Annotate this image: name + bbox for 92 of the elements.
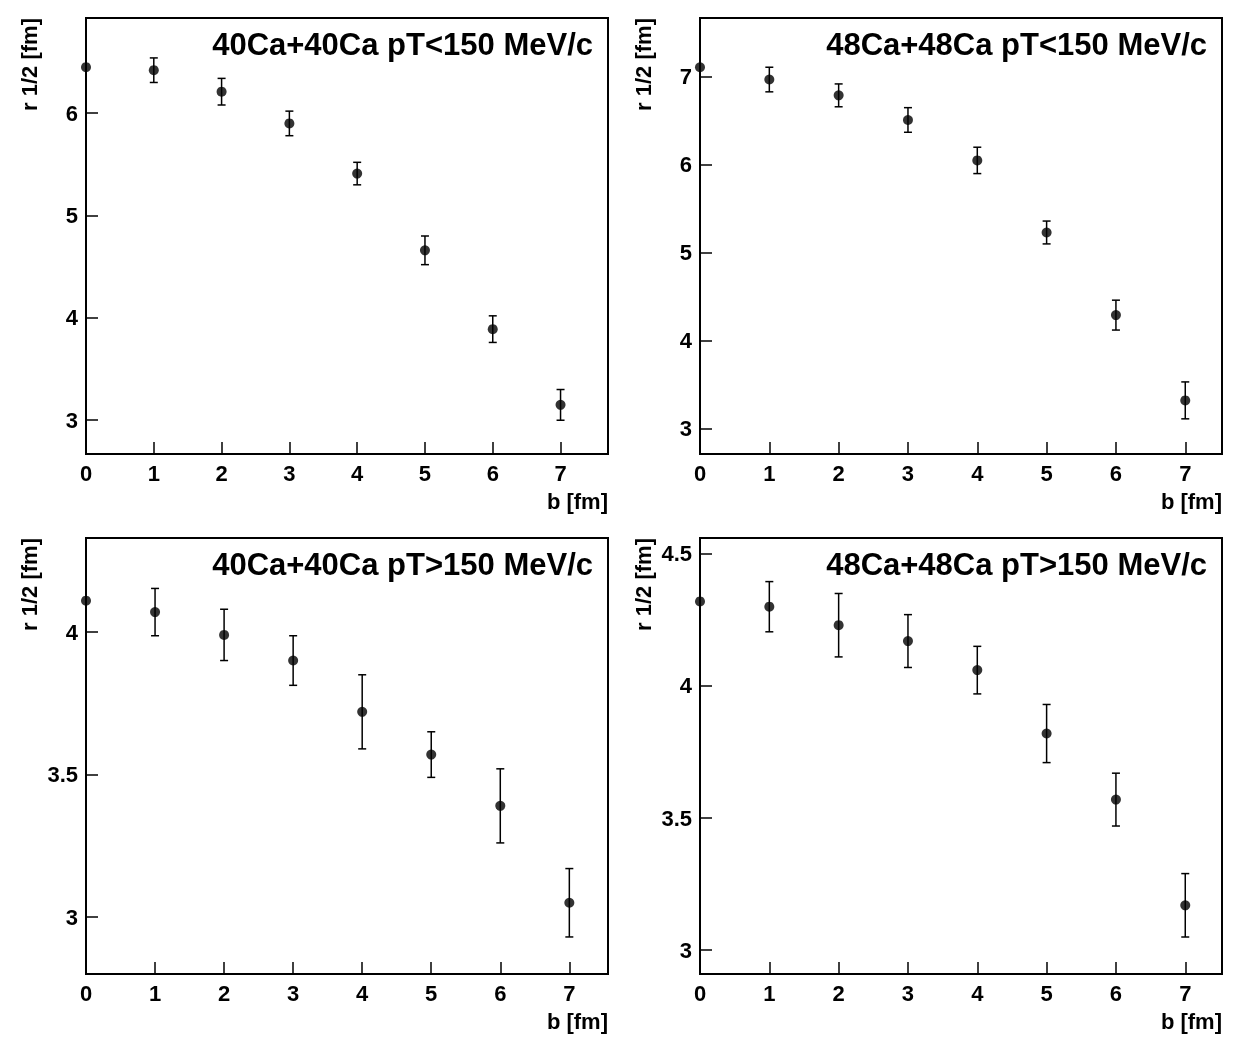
point xyxy=(764,74,775,85)
point xyxy=(833,620,844,631)
x-tick-label: 0 xyxy=(693,980,707,1006)
point xyxy=(902,114,913,125)
point xyxy=(1110,310,1121,321)
x-tick-label: 3 xyxy=(283,460,296,486)
y-tick-label: 3.5 xyxy=(661,805,692,831)
x-tick-label: 5 xyxy=(1040,980,1053,1006)
x-tick-label: 0 xyxy=(693,460,707,486)
x-tick-label: 3 xyxy=(287,980,300,1006)
x-tick-label: 6 xyxy=(494,980,507,1006)
x-tick-label: 5 xyxy=(1040,460,1053,486)
x-axis-title: b [fm] xyxy=(546,488,608,514)
x-axis-title: b [fm] xyxy=(1160,488,1222,514)
x-tick-label: 7 xyxy=(554,460,567,486)
x-tick-label: 2 xyxy=(832,980,845,1006)
y-tick-label: 4 xyxy=(65,619,79,645)
y-tick-label: 3 xyxy=(65,904,78,930)
point xyxy=(148,65,159,76)
x-tick-label: 0 xyxy=(79,460,93,486)
x-tick-label: 3 xyxy=(901,460,915,486)
point xyxy=(216,86,227,97)
point xyxy=(972,155,983,166)
point xyxy=(81,595,91,606)
chart-title: 40Ca+40Ca pT<150 MeV/c xyxy=(212,27,593,62)
x-tick-label: 2 xyxy=(217,980,231,1006)
y-axis-title: r 1/2 [fm] xyxy=(16,538,42,631)
x-tick-label: 2 xyxy=(215,460,228,486)
point xyxy=(1041,227,1052,238)
point xyxy=(219,629,230,640)
point xyxy=(81,62,91,73)
x-tick-label: 7 xyxy=(1179,460,1192,486)
y-tick-label: 6 xyxy=(65,100,78,126)
y-tick-label: 5 xyxy=(65,203,78,229)
point xyxy=(555,399,566,410)
point xyxy=(695,62,705,73)
point xyxy=(902,636,913,647)
point xyxy=(833,90,844,101)
x-tick-label: 6 xyxy=(1109,460,1123,486)
x-tick-label: 4 xyxy=(351,460,365,486)
y-tick-label: 4 xyxy=(65,305,79,331)
y-tick-label: 6 xyxy=(679,152,692,178)
y-tick-label: 4 xyxy=(679,673,693,699)
x-tick-label: 2 xyxy=(832,460,845,486)
y-tick-label: 3 xyxy=(679,937,692,963)
y-tick-label: 4.5 xyxy=(661,541,692,567)
x-tick-label: 5 xyxy=(418,460,432,486)
x-tick-label: 6 xyxy=(486,460,499,486)
y-tick-label: 3 xyxy=(65,407,78,433)
x-axis-title: b [fm] xyxy=(546,1008,608,1034)
chart-title: 40Ca+40Ca pT>150 MeV/c xyxy=(212,547,593,582)
point xyxy=(352,168,363,179)
point xyxy=(564,897,575,908)
point xyxy=(764,601,775,612)
x-tick-label: 1 xyxy=(763,980,776,1006)
x-tick-label: 1 xyxy=(147,460,160,486)
x-tick-label: 0 xyxy=(79,980,93,1006)
x-tick-label: 1 xyxy=(763,460,776,486)
point xyxy=(1110,794,1121,805)
y-axis-title: r 1/2 [fm] xyxy=(630,538,656,631)
point xyxy=(972,665,983,676)
x-tick-label: 4 xyxy=(971,460,985,486)
chart-title: 48Ca+48Ca pT>150 MeV/c xyxy=(826,547,1207,582)
point xyxy=(288,655,299,666)
y-tick-label: 4 xyxy=(679,328,693,354)
x-tick-label: 7 xyxy=(563,980,576,1006)
y-axis-title: r 1/2 [fm] xyxy=(16,18,42,111)
chart-title: 48Ca+48Ca pT<150 MeV/c xyxy=(826,27,1207,62)
y-axis-title: r 1/2 [fm] xyxy=(630,18,656,111)
x-axis-title: b [fm] xyxy=(1160,1008,1222,1034)
point xyxy=(495,800,506,811)
point xyxy=(357,706,368,717)
x-tick-label: 1 xyxy=(148,980,162,1006)
x-tick-label: 6 xyxy=(1109,980,1123,1006)
x-tick-label: 4 xyxy=(971,980,985,1006)
point xyxy=(284,118,295,129)
x-tick-label: 7 xyxy=(1179,980,1192,1006)
y-tick-label: 3 xyxy=(679,416,692,442)
point xyxy=(1180,395,1191,406)
point xyxy=(426,749,437,760)
point xyxy=(419,245,430,256)
x-tick-label: 4 xyxy=(356,980,370,1006)
point xyxy=(150,607,161,618)
point xyxy=(1180,900,1191,911)
point xyxy=(1041,728,1052,739)
y-tick-label: 7 xyxy=(679,64,692,90)
x-tick-label: 3 xyxy=(901,980,915,1006)
y-tick-label: 5 xyxy=(679,240,692,266)
y-tick-label: 3.5 xyxy=(47,762,78,788)
x-tick-label: 5 xyxy=(425,980,438,1006)
point xyxy=(487,324,498,335)
point xyxy=(695,596,705,607)
